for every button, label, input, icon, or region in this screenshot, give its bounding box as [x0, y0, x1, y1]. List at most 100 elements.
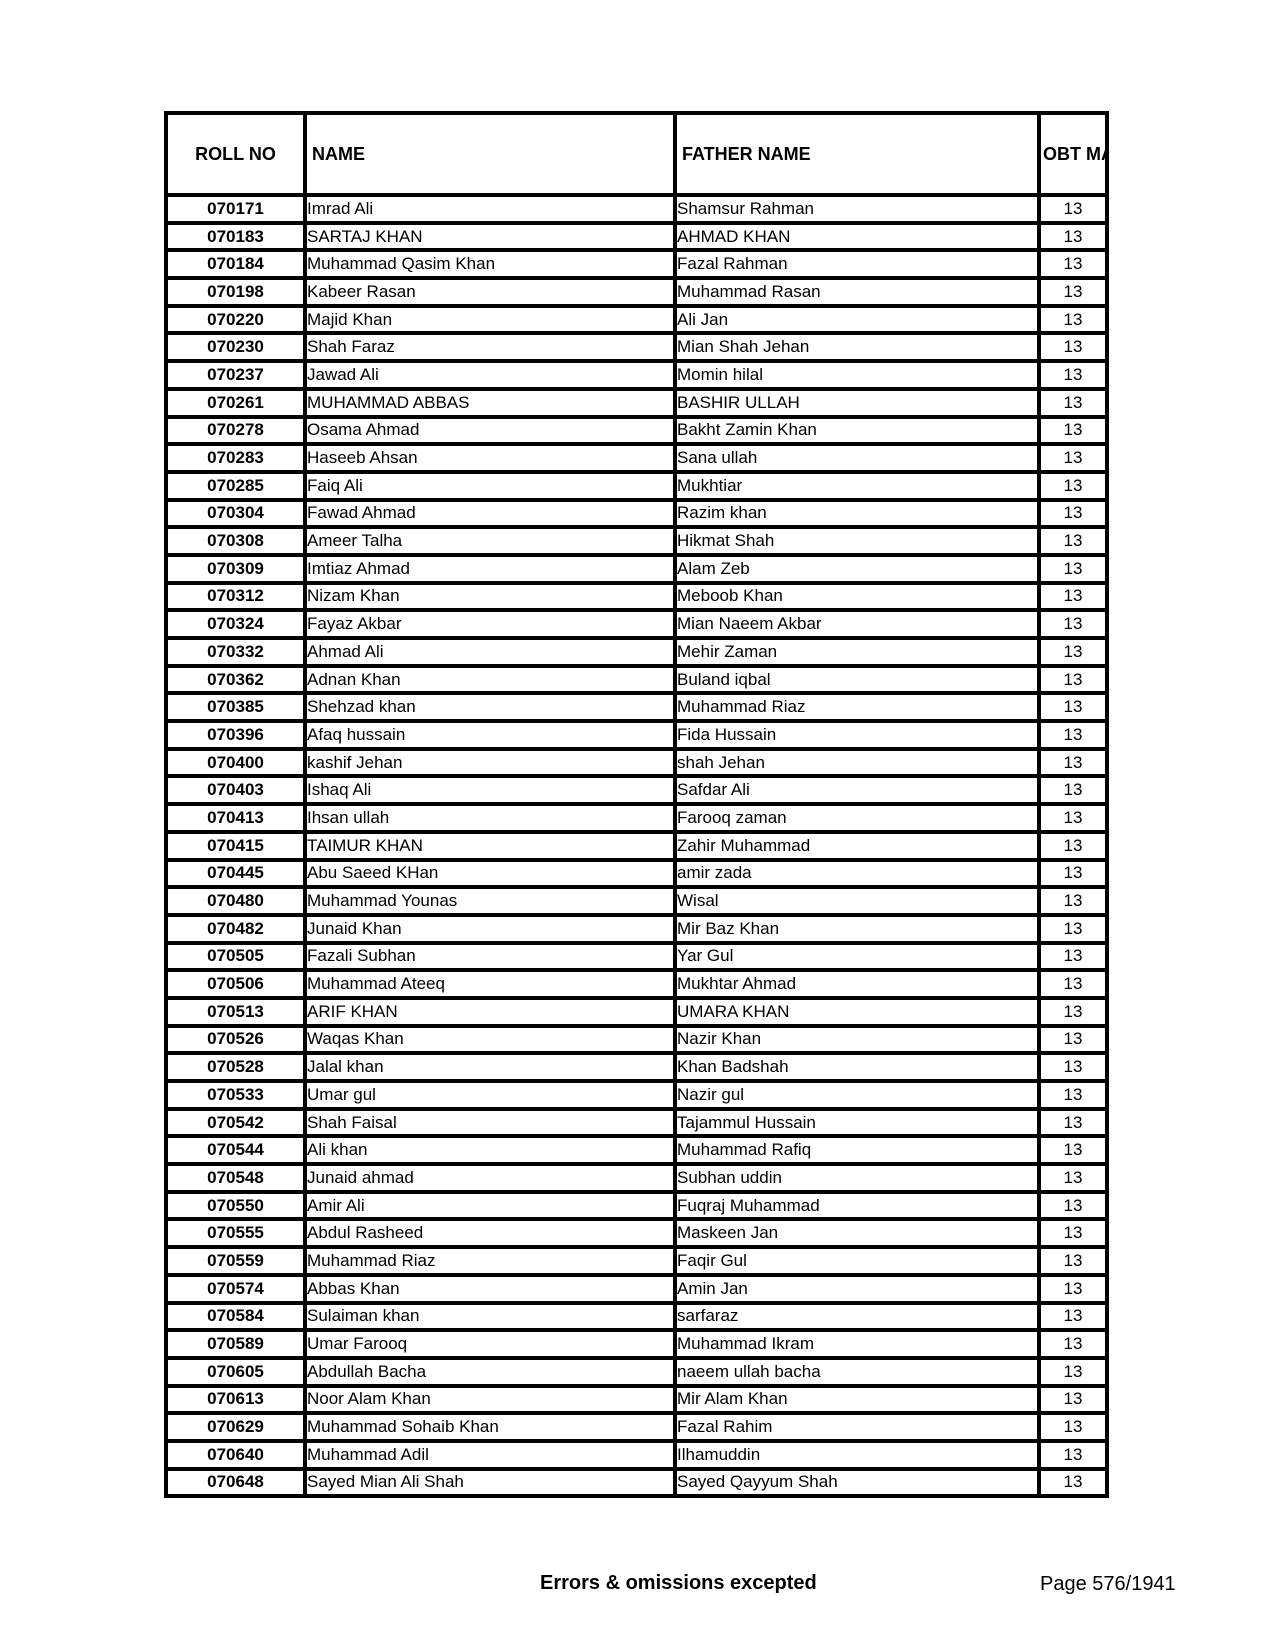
father-name-cell: Nazir Khan [673, 1023, 1041, 1056]
table-row: 070648 Sayed Mian Ali Shah Sayed Qayyum … [164, 1466, 1109, 1499]
results-table: ROLL NO NAME FATHER NAME OBT MARKS 07017… [164, 111, 1109, 1499]
table-header-row: ROLL NO NAME FATHER NAME OBT MARKS [164, 111, 1109, 197]
table-row: 070605 Abdullah Bacha naeem ullah bacha … [164, 1355, 1109, 1388]
table-row: 070385 Shehzad khan Muhammad Riaz 13 [164, 691, 1109, 724]
name-cell: Ihsan ullah [303, 802, 677, 834]
father-name-cell: Hikmat Shah [673, 525, 1041, 557]
table-row: 070555 Abdul Rasheed Maskeen Jan 13 [164, 1217, 1109, 1250]
table-row: 070332 Ahmad Ali Mehir Zaman 13 [164, 636, 1109, 668]
name-cell: Adnan Khan [303, 663, 677, 696]
table-row: 070362 Adnan Khan Buland iqbal 13 [164, 663, 1109, 696]
table-row: 070278 Osama Ahmad Bakht Zamin Khan 13 [164, 414, 1109, 447]
father-name-cell: Muhammad Ikram [673, 1328, 1041, 1360]
marks-cell: 13 [1037, 193, 1109, 225]
marks-cell: 13 [1037, 885, 1109, 917]
father-name-cell: Nazir gul [673, 1079, 1041, 1111]
marks-cell: 13 [1037, 1023, 1109, 1056]
marks-cell: 13 [1037, 248, 1109, 281]
father-name-cell: Mehir Zaman [673, 636, 1041, 668]
father-name-cell: Fazal Rahim [673, 1411, 1041, 1443]
table-row: 070533 Umar gul Nazir gul 13 [164, 1079, 1109, 1111]
father-name-cell: BASHIR ULLAH [673, 386, 1041, 419]
name-cell: Faiq Ali [303, 469, 677, 502]
roll-no-cell: 070548 [164, 1162, 307, 1194]
table-row: 070550 Amir Ali Fuqraj Muhammad 13 [164, 1189, 1109, 1222]
father-name-cell: naeem ullah bacha [673, 1355, 1041, 1388]
table-row: 070548 Junaid ahmad Subhan uddin 13 [164, 1162, 1109, 1194]
father-name-cell: Muhammad Riaz [673, 691, 1041, 724]
roll-no-cell: 070396 [164, 719, 307, 751]
father-name-cell: Alam Zeb [673, 552, 1041, 585]
footer-note: Errors & omissions excepted [540, 1572, 817, 1594]
marks-cell: 13 [1037, 1300, 1109, 1333]
name-cell: Jawad Ali [303, 359, 677, 391]
father-name-cell: Maskeen Jan [673, 1217, 1041, 1250]
table-row: 070526 Waqas Khan Nazir Khan 13 [164, 1023, 1109, 1056]
father-name-cell: Amin Jan [673, 1272, 1041, 1305]
roll-no-cell: 070308 [164, 525, 307, 557]
header-roll-no: ROLL NO [164, 111, 307, 197]
name-cell: Shehzad khan [303, 691, 677, 724]
father-name-cell: Khan Badshah [673, 1051, 1041, 1083]
table-row: 070171 Imrad Ali Shamsur Rahman 13 [164, 193, 1109, 225]
father-name-cell: shah Jehan [673, 746, 1041, 779]
roll-no-cell: 070605 [164, 1355, 307, 1388]
name-cell: Abdullah Bacha [303, 1355, 677, 1388]
father-name-cell: AHMAD KHAN [673, 220, 1041, 253]
name-cell: Abbas Khan [303, 1272, 677, 1305]
roll-no-cell: 070324 [164, 608, 307, 640]
table-row: 070285 Faiq Ali Mukhtiar 13 [164, 469, 1109, 502]
marks-cell: 13 [1037, 386, 1109, 419]
roll-no-cell: 070362 [164, 663, 307, 696]
marks-cell: 13 [1037, 1106, 1109, 1139]
marks-cell: 13 [1037, 995, 1109, 1028]
table-row: 070613 Noor Alam Khan Mir Alam Khan 13 [164, 1383, 1109, 1416]
table-row: 070237 Jawad Ali Momin hilal 13 [164, 359, 1109, 391]
marks-cell: 13 [1037, 414, 1109, 447]
name-cell: Noor Alam Khan [303, 1383, 677, 1416]
table-row: 070396 Afaq hussain Fida Hussain 13 [164, 719, 1109, 751]
table-row: 070544 Ali khan Muhammad Rafiq 13 [164, 1134, 1109, 1167]
roll-no-cell: 070550 [164, 1189, 307, 1222]
table-row: 070629 Muhammad Sohaib Khan Fazal Rahim … [164, 1411, 1109, 1443]
marks-cell: 13 [1037, 608, 1109, 640]
name-cell: Imtiaz Ahmad [303, 552, 677, 585]
marks-cell: 13 [1037, 912, 1109, 945]
name-cell: Muhammad Adil [303, 1438, 677, 1471]
marks-cell: 13 [1037, 331, 1109, 364]
father-name-cell: Meboob Khan [673, 580, 1041, 613]
roll-no-cell: 070559 [164, 1245, 307, 1277]
roll-no-cell: 070332 [164, 636, 307, 668]
name-cell: Shah Faisal [303, 1106, 677, 1139]
roll-no-cell: 070415 [164, 829, 307, 862]
marks-cell: 13 [1037, 1162, 1109, 1194]
father-name-cell: Mian Naeem Akbar [673, 608, 1041, 640]
roll-no-cell: 070513 [164, 995, 307, 1028]
name-cell: Majid Khan [303, 303, 677, 336]
table-row: 070309 Imtiaz Ahmad Alam Zeb 13 [164, 552, 1109, 585]
marks-cell: 13 [1037, 691, 1109, 724]
table-row: 070574 Abbas Khan Amin Jan 13 [164, 1272, 1109, 1305]
name-cell: Junaid Khan [303, 912, 677, 945]
name-cell: Ishaq Ali [303, 774, 677, 807]
name-cell: TAIMUR KHAN [303, 829, 677, 862]
name-cell: Umar Farooq [303, 1328, 677, 1360]
name-cell: Junaid ahmad [303, 1162, 677, 1194]
marks-cell: 13 [1037, 1328, 1109, 1360]
marks-cell: 13 [1037, 746, 1109, 779]
name-cell: Shah Faraz [303, 331, 677, 364]
roll-no-cell: 070542 [164, 1106, 307, 1139]
name-cell: Ameer Talha [303, 525, 677, 557]
marks-cell: 13 [1037, 968, 1109, 1000]
name-cell: Muhammad Younas [303, 885, 677, 917]
page-number: Page 576/1941 [1040, 1573, 1176, 1595]
father-name-cell: Wisal [673, 885, 1041, 917]
roll-no-cell: 070230 [164, 331, 307, 364]
marks-cell: 13 [1037, 774, 1109, 807]
marks-cell: 13 [1037, 1134, 1109, 1167]
roll-no-cell: 070171 [164, 193, 307, 225]
marks-cell: 13 [1037, 525, 1109, 557]
name-cell: Abdul Rasheed [303, 1217, 677, 1250]
father-name-cell: sarfaraz [673, 1300, 1041, 1333]
table-row: 070445 Abu Saeed KHan amir zada 13 [164, 857, 1109, 890]
